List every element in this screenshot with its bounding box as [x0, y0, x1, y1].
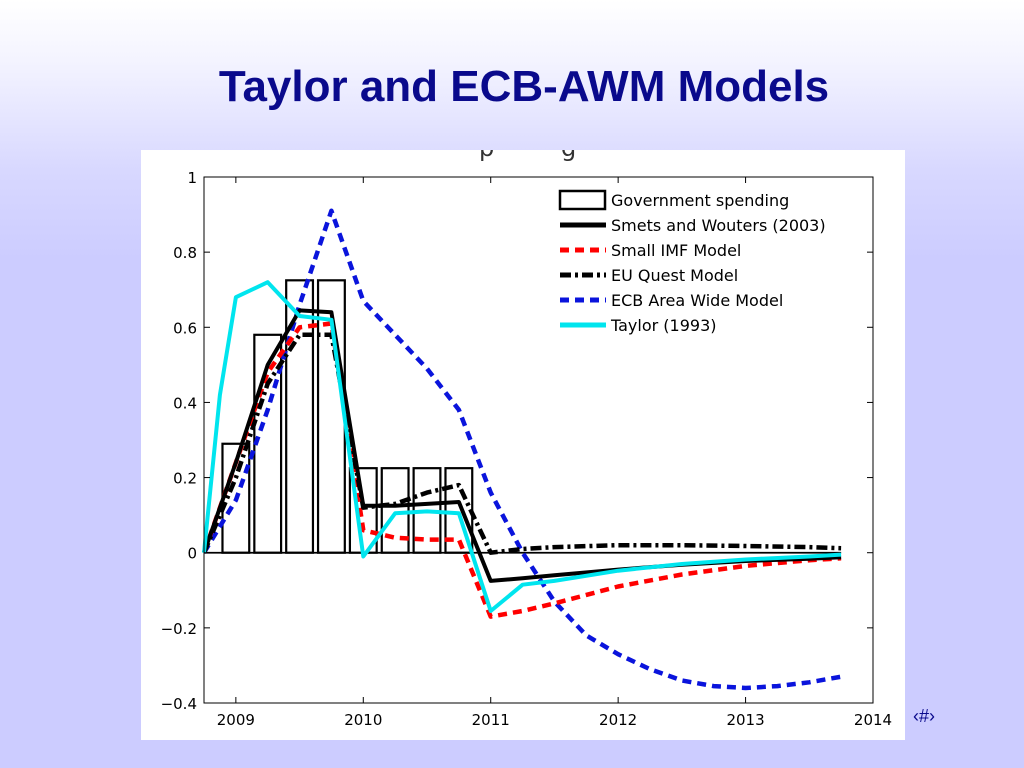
x-tick-label: 2013: [726, 711, 764, 729]
legend-label: Government spending: [611, 191, 789, 210]
legend-layer: Government spending Smets and Wouters (20…: [554, 186, 862, 342]
line-chart: p g −0.4 −0.2 0 0.2 0.4 0.6 0.8 1 2009 2010 2011 20…: [161, 150, 893, 729]
legend-box: [554, 186, 862, 342]
bar: [285, 279, 315, 554]
series-line: [202, 208, 842, 691]
y-tick-label: 0.4: [173, 394, 197, 412]
x-tick-label: 2012: [599, 711, 637, 729]
y-tick-label: −0.2: [161, 620, 197, 638]
x-tick-label: 2014: [854, 711, 892, 729]
legend-label: Taylor (1993): [610, 316, 717, 335]
y-tick-label: 1: [187, 169, 197, 187]
x-tick-label: 2011: [472, 711, 510, 729]
slide-number: ‹#›: [913, 706, 935, 726]
legend-swatch: [558, 189, 607, 211]
x-tick-label: 2010: [344, 711, 382, 729]
legend-label: EU Quest Model: [611, 266, 738, 285]
y-tick-label: 0.6: [173, 319, 197, 337]
x-tick-label: 2009: [217, 711, 255, 729]
chart-panel: p g −0.4 −0.2 0 0.2 0.4 0.6 0.8 1 2009 2010 2011 20…: [141, 150, 905, 740]
cropped-heading-fragment: p: [479, 150, 494, 162]
series-line: [202, 280, 842, 613]
series-line: [202, 308, 842, 583]
slide-title: Taylor and ECB-AWM Models: [218, 62, 830, 111]
y-tick-label: 0: [187, 545, 197, 563]
series-line: [201, 332, 842, 555]
plot-frame: [203, 176, 874, 704]
series-layer: [201, 208, 842, 691]
cropped-heading-fragment: g: [561, 150, 576, 162]
series-line: [201, 321, 842, 619]
y-tick-label: 0.8: [173, 244, 197, 262]
axes-layer: −0.4 −0.2 0 0.2 0.4 0.6 0.8 1 2009 2010 2011 2012 20…: [161, 169, 893, 729]
legend-label: ECB Area Wide Model: [611, 291, 783, 310]
y-tick-label: 0.2: [173, 470, 197, 488]
y-tick-label: −0.4: [161, 695, 197, 713]
legend-label: Smets and Wouters (2003): [611, 216, 826, 235]
legend-label: Small IMF Model: [611, 241, 741, 260]
